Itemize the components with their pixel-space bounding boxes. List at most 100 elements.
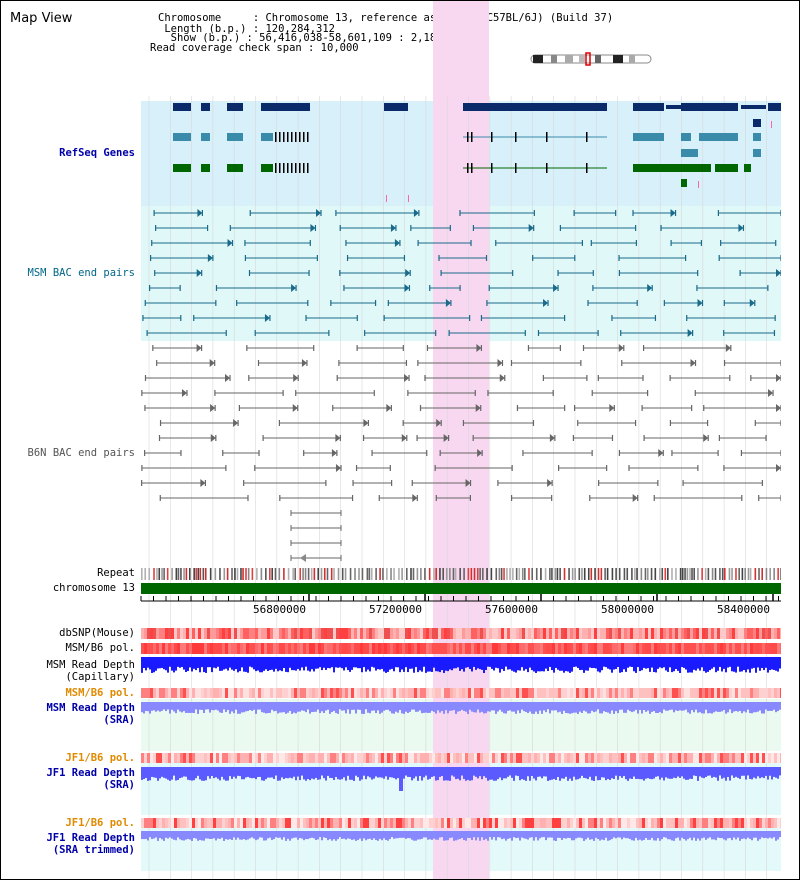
pol-cell bbox=[744, 818, 747, 828]
dbsnp-cell bbox=[723, 628, 726, 639]
depth-bar bbox=[541, 767, 543, 779]
depth-bar bbox=[447, 831, 449, 841]
repeat-mark bbox=[747, 568, 750, 580]
depth-bar bbox=[721, 767, 723, 779]
depth-bar bbox=[265, 702, 267, 714]
repeat-mark bbox=[209, 568, 212, 580]
depth-bar bbox=[173, 831, 175, 840]
depth-bar bbox=[229, 657, 231, 668]
depth-bar bbox=[599, 657, 601, 673]
depth-bar bbox=[351, 767, 353, 780]
depth-bar bbox=[717, 767, 719, 781]
pol-cell bbox=[204, 753, 207, 763]
depth-bar bbox=[693, 657, 695, 670]
chromosome-ideogram[interactable] bbox=[529, 52, 653, 66]
pol-cell bbox=[189, 688, 192, 698]
depth-bar bbox=[185, 767, 187, 777]
depth-bar bbox=[707, 702, 709, 714]
depth-bar bbox=[289, 657, 291, 668]
pol-cell bbox=[714, 643, 717, 654]
pol-cell bbox=[771, 688, 774, 698]
bac-arrow bbox=[197, 209, 203, 217]
depth-bar bbox=[759, 657, 761, 671]
depth-bar bbox=[649, 831, 651, 840]
pol-cell bbox=[723, 818, 726, 828]
depth-bar bbox=[725, 702, 727, 714]
repeat-mark bbox=[141, 568, 143, 580]
depth-bar bbox=[437, 831, 439, 840]
depth-bar bbox=[195, 831, 197, 839]
track-label-b6n-bac[interactable]: B6N BAC end pairs bbox=[27, 447, 135, 459]
repeat-mark bbox=[590, 568, 593, 580]
pol-cell bbox=[231, 818, 234, 828]
pol-cell bbox=[351, 818, 354, 828]
depth-bar bbox=[415, 767, 417, 777]
depth-bar bbox=[453, 767, 455, 777]
pol-cell bbox=[654, 643, 657, 654]
pol-cell bbox=[333, 688, 336, 698]
pol-cell bbox=[624, 643, 627, 654]
pol-cell bbox=[270, 688, 273, 698]
depth-bar bbox=[467, 831, 469, 838]
depth-bar bbox=[485, 767, 487, 778]
depth-bar bbox=[649, 767, 651, 779]
depth-bar bbox=[219, 831, 221, 839]
pol-cell bbox=[351, 753, 354, 763]
pol-cell bbox=[570, 818, 573, 828]
pol-cell bbox=[393, 688, 396, 698]
pol-cell bbox=[201, 818, 204, 828]
dbsnp-cell bbox=[729, 628, 732, 639]
pol-cell bbox=[231, 643, 234, 654]
pol-cell bbox=[759, 643, 762, 654]
pol-cell bbox=[144, 643, 147, 654]
pol-cell bbox=[375, 688, 378, 698]
depth-bar bbox=[723, 702, 725, 710]
bac-arrow bbox=[200, 479, 206, 487]
depth-bar bbox=[305, 657, 307, 667]
track-label-jf1-b6-pol-2: JF1/B6 pol. bbox=[65, 817, 135, 829]
pol-cell bbox=[447, 753, 450, 763]
bac-arrow bbox=[225, 374, 231, 382]
depth-bar bbox=[569, 657, 571, 673]
track-label-msm-bac[interactable]: MSM BAC end pairs bbox=[27, 267, 135, 279]
pol-cell bbox=[216, 818, 219, 828]
pol-cell bbox=[261, 818, 264, 828]
depth-bar bbox=[601, 657, 603, 671]
exon-tick bbox=[303, 132, 305, 142]
dbsnp-cell bbox=[525, 628, 528, 639]
depth-bar bbox=[379, 702, 381, 714]
depth-bar bbox=[481, 657, 483, 670]
depth-bar bbox=[485, 702, 487, 714]
depth-bar bbox=[675, 657, 677, 669]
depth-bar bbox=[229, 702, 231, 714]
depth-bar bbox=[643, 767, 645, 781]
repeat-mark bbox=[344, 568, 347, 580]
depth-bar bbox=[463, 767, 465, 779]
pol-cell bbox=[612, 688, 615, 698]
dbsnp-cell bbox=[603, 628, 606, 639]
depth-bar bbox=[551, 657, 553, 671]
depth-bar bbox=[557, 767, 559, 778]
depth-bar bbox=[601, 702, 603, 714]
pol-cell bbox=[603, 818, 606, 828]
track-label-refseq-genes[interactable]: RefSeq Genes bbox=[59, 147, 135, 159]
depth-bar bbox=[489, 831, 491, 838]
depth-bar bbox=[281, 831, 283, 840]
depth-bar bbox=[673, 702, 675, 713]
pol-cell bbox=[255, 643, 258, 654]
dbsnp-cell bbox=[312, 628, 315, 639]
pol-cell bbox=[222, 818, 225, 828]
repeat-mark bbox=[659, 568, 661, 580]
snp-mark bbox=[386, 195, 387, 202]
depth-bar bbox=[153, 767, 155, 778]
bac-arrow bbox=[264, 314, 270, 322]
depth-bar bbox=[269, 767, 271, 778]
pol-cell bbox=[147, 753, 150, 763]
pol-cell bbox=[729, 643, 732, 654]
pol-cell bbox=[528, 753, 531, 763]
depth-bar bbox=[165, 831, 167, 838]
pol-cell bbox=[576, 688, 579, 698]
depth-bar bbox=[471, 767, 473, 781]
depth-bar bbox=[657, 657, 659, 669]
